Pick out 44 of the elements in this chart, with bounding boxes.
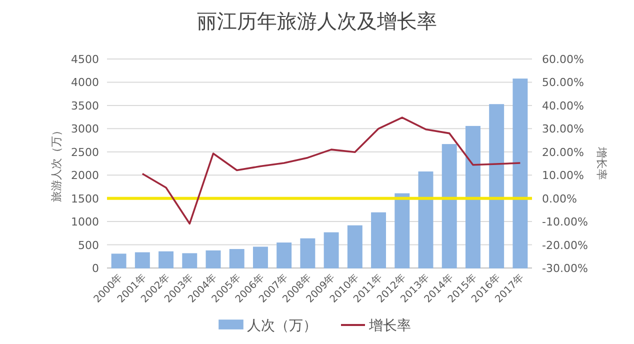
bar — [158, 251, 174, 268]
bar — [465, 126, 480, 268]
y2-tick-label: 30.00% — [542, 122, 584, 136]
y-tick-label: 1000 — [71, 216, 99, 229]
y2-tick-label: 0.00% — [542, 192, 577, 206]
bar — [394, 193, 410, 268]
y2-tick-label: -20.00% — [542, 238, 588, 252]
y-tick-label: 3500 — [71, 99, 99, 112]
y-axis-title: 旅游人次（万） — [50, 125, 63, 202]
y-tick-label: 500 — [78, 238, 99, 252]
line-series — [142, 116, 522, 225]
bar — [324, 232, 339, 268]
bar — [371, 212, 386, 268]
y-tick-label: 2500 — [71, 146, 99, 159]
bar — [229, 249, 244, 268]
bar — [134, 252, 150, 268]
y2-tick-label: 60.00% — [542, 53, 584, 66]
y2-tick-label: -10.00% — [542, 216, 588, 229]
bar — [418, 171, 434, 268]
legend-label: 增长率 — [368, 318, 411, 334]
chart-title: 丽江历年旅游人次及增长率 — [197, 9, 437, 33]
y-tick-label: 2000 — [71, 169, 99, 182]
bar — [252, 246, 268, 268]
bar — [442, 144, 457, 268]
bar — [182, 253, 198, 268]
bar — [111, 254, 126, 268]
y-tick-label: 1500 — [71, 192, 99, 206]
bar — [206, 250, 221, 268]
y2-tick-label: 10.00% — [542, 169, 584, 182]
bar — [347, 225, 362, 268]
y-tick-label: 4500 — [71, 53, 99, 66]
y-tick-label: 4000 — [71, 76, 99, 90]
bar — [300, 238, 316, 268]
y2-tick-label: -30.00% — [542, 262, 588, 275]
bar — [276, 242, 292, 268]
y2-tick-label: 20.00% — [542, 146, 584, 159]
bar — [512, 78, 528, 268]
y2-axis-title: 增长率 — [595, 146, 608, 180]
y-tick-label: 0 — [92, 262, 99, 275]
y-tick-label: 3000 — [71, 122, 99, 136]
y2-tick-label: 50.00% — [542, 76, 584, 90]
y2-tick-label: 40.00% — [542, 99, 584, 112]
legend-label: 人次（万） — [247, 318, 317, 334]
bar — [489, 104, 504, 268]
